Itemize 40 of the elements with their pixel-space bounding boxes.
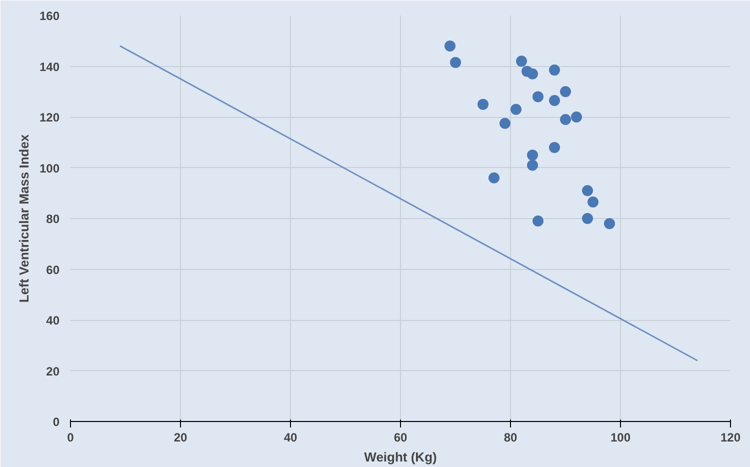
point	[549, 64, 560, 76]
point	[549, 142, 560, 153]
point	[527, 160, 538, 171]
x-tick-label: 60	[394, 430, 408, 444]
x-axis-title: Weight (Kg)	[364, 450, 437, 464]
x-tick-label: 80	[504, 430, 518, 444]
y-tick-label: 160	[39, 9, 60, 23]
point	[571, 112, 582, 122]
point	[532, 91, 544, 102]
y-tick-label: 20	[46, 364, 60, 378]
point	[582, 213, 593, 224]
x-tick-label: 100	[610, 430, 631, 444]
x-tick-label: 0	[67, 430, 74, 444]
point	[450, 56, 461, 68]
point	[549, 95, 560, 106]
point	[478, 98, 488, 110]
y-tick-label: 100	[39, 161, 60, 176]
point	[444, 40, 456, 52]
x-tick-label: 20	[174, 430, 188, 444]
y-tick-label: 0	[52, 415, 60, 429]
point	[532, 216, 544, 227]
y-axis-title: Left Ventricular Mass Index	[16, 134, 32, 303]
point	[604, 218, 615, 230]
y-tick-label: 40	[46, 314, 60, 328]
point	[560, 114, 571, 126]
y-tick-label: 60	[46, 262, 60, 277]
x-tick-label: 120	[720, 430, 741, 444]
y-tick-label: 80	[46, 212, 60, 226]
point	[582, 185, 593, 196]
point	[527, 68, 538, 80]
point	[500, 118, 510, 129]
point	[560, 86, 571, 98]
x-tick-label: 40	[284, 430, 298, 444]
point	[516, 56, 527, 67]
y-tick-label: 120	[39, 110, 60, 124]
point	[488, 172, 500, 184]
point	[510, 104, 522, 115]
point	[527, 150, 538, 161]
y-tick-label: 140	[39, 60, 60, 74]
point	[588, 196, 598, 208]
